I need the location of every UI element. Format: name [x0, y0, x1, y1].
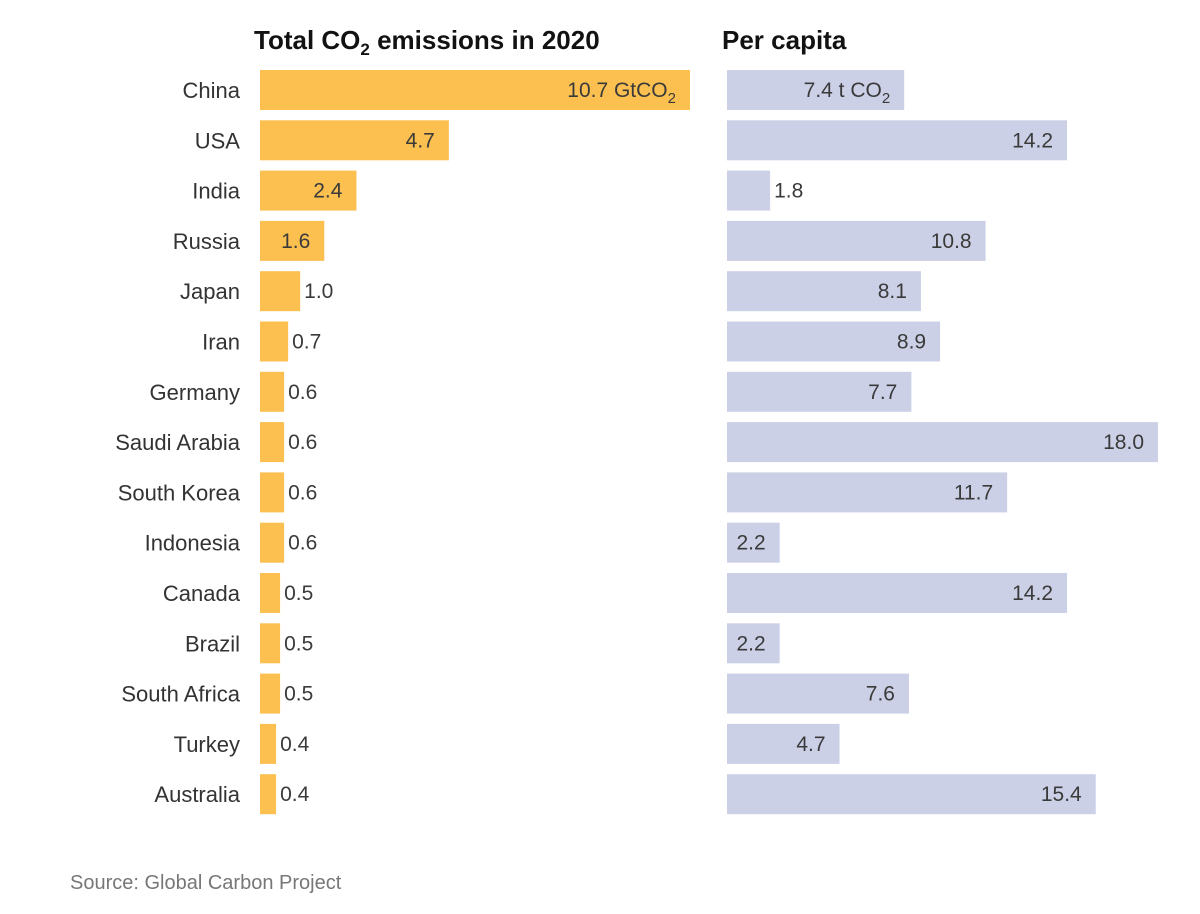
total-bar-germany — [260, 371, 285, 412]
category-label-usa: USA — [195, 128, 241, 153]
per-capita-chart-title: Per capita — [722, 25, 847, 55]
total-value-label-usa: 4.7 — [406, 129, 435, 152]
total-value-label-canada: 0.5 — [284, 582, 313, 605]
per-capita-bar-iran — [727, 321, 941, 362]
total-bar-turkey — [260, 723, 277, 764]
per-capita-value-label-indonesia: 2.2 — [736, 532, 765, 555]
per-capita-value-label-china: 7.4 t CO2 — [804, 79, 891, 107]
category-label-south-africa: South Africa — [121, 682, 240, 707]
total-value-label-south-korea: 0.6 — [288, 481, 317, 504]
total-emissions-bars: 10.7 GtCO2 4.7 2.4 1.6 1.0 0.7 0.6 0.6 0.6 0.6 0.5… — [260, 70, 690, 815]
per-capita-bar-canada — [727, 573, 1068, 613]
total-value-label-russia: 1.6 — [281, 230, 310, 253]
category-label-turkey: Turkey — [174, 732, 240, 757]
category-label-brazil: Brazil — [185, 631, 240, 656]
total-value-label-brazil: 0.5 — [284, 632, 313, 655]
per-capita-bars: 7.4 t CO2 14.2 1.8 10.8 8.1 8.9 7.7 18.0 11.7 2.2… — [727, 70, 1158, 815]
category-label-russia: Russia — [173, 229, 241, 254]
category-label-canada: Canada — [163, 581, 241, 606]
total-value-label-china: 10.7 GtCO2 — [567, 79, 676, 107]
total-bar-canada — [260, 573, 281, 613]
category-label-saudi-arabia: Saudi Arabia — [115, 430, 241, 455]
total-bar-australia — [260, 774, 277, 815]
per-capita-value-label-india: 1.8 — [774, 180, 803, 203]
per-capita-value-label-saudi-arabia: 18.0 — [1103, 431, 1144, 454]
category-labels: China USA India Russia Japan Iran Germany Saudi… — [115, 78, 241, 807]
category-label-indonesia: Indonesia — [145, 531, 241, 556]
total-bar-south-korea — [260, 472, 285, 513]
per-capita-value-label-canada: 14.2 — [1012, 582, 1053, 605]
total-value-label-south-africa: 0.5 — [284, 683, 313, 706]
per-capita-bar-indonesia — [727, 522, 780, 563]
per-capita-value-label-germany: 7.7 — [868, 381, 897, 404]
total-value-label-iran: 0.7 — [292, 331, 321, 354]
total-bar-saudi-arabia — [260, 422, 285, 463]
per-capita-value-label-iran: 8.9 — [897, 331, 926, 354]
total-bar-india — [260, 170, 357, 211]
per-capita-value-label-russia: 10.8 — [931, 230, 972, 253]
per-capita-value-label-turkey: 4.7 — [796, 733, 825, 756]
category-label-iran: Iran — [202, 330, 240, 355]
category-label-china: China — [183, 78, 241, 103]
category-label-germany: Germany — [150, 380, 240, 405]
total-bar-usa — [260, 120, 449, 161]
per-capita-value-label-south-korea: 11.7 — [954, 481, 993, 504]
total-chart-title: Total CO2 emissions in 2020 — [254, 25, 600, 59]
total-bar-indonesia — [260, 522, 285, 563]
per-capita-bar-brazil — [727, 623, 780, 664]
total-value-label-japan: 1.0 — [304, 280, 333, 303]
per-capita-value-label-japan: 8.1 — [878, 280, 907, 303]
per-capita-bar-south-korea — [727, 472, 1008, 513]
per-capita-bar-south-africa — [727, 673, 909, 714]
per-capita-value-label-south-africa: 7.6 — [866, 683, 895, 706]
total-bar-south-africa — [260, 673, 281, 714]
category-label-south-korea: South Korea — [118, 480, 241, 505]
per-capita-bar-usa — [727, 120, 1068, 161]
source-note: Source: Global Carbon Project — [70, 872, 342, 894]
per-capita-bar-saudi-arabia — [727, 422, 1158, 463]
category-label-australia: Australia — [154, 782, 240, 807]
per-capita-bar-australia — [727, 774, 1096, 815]
per-capita-bar-india — [727, 170, 771, 211]
total-bar-japan — [260, 271, 301, 312]
total-value-label-turkey: 0.4 — [280, 733, 310, 756]
total-value-label-saudi-arabia: 0.6 — [288, 431, 317, 454]
total-bar-china — [260, 70, 690, 110]
total-value-label-germany: 0.6 — [288, 381, 317, 404]
per-capita-bar-japan — [727, 271, 921, 312]
total-bar-iran — [260, 321, 289, 362]
per-capita-bar-turkey — [727, 723, 840, 764]
per-capita-bar-china — [727, 70, 905, 110]
total-bar-russia — [260, 220, 325, 261]
category-label-japan: Japan — [180, 279, 240, 304]
total-value-label-indonesia: 0.6 — [288, 532, 317, 555]
per-capita-value-label-usa: 14.2 — [1012, 129, 1053, 152]
per-capita-bar-germany — [727, 371, 912, 412]
total-value-label-australia: 0.4 — [280, 783, 310, 806]
total-value-label-india: 2.4 — [313, 180, 343, 203]
per-capita-value-label-brazil: 2.2 — [736, 632, 765, 655]
total-bar-brazil — [260, 623, 281, 664]
per-capita-bar-russia — [727, 220, 986, 261]
per-capita-value-label-australia: 15.4 — [1041, 783, 1082, 806]
category-label-india: India — [192, 179, 240, 204]
